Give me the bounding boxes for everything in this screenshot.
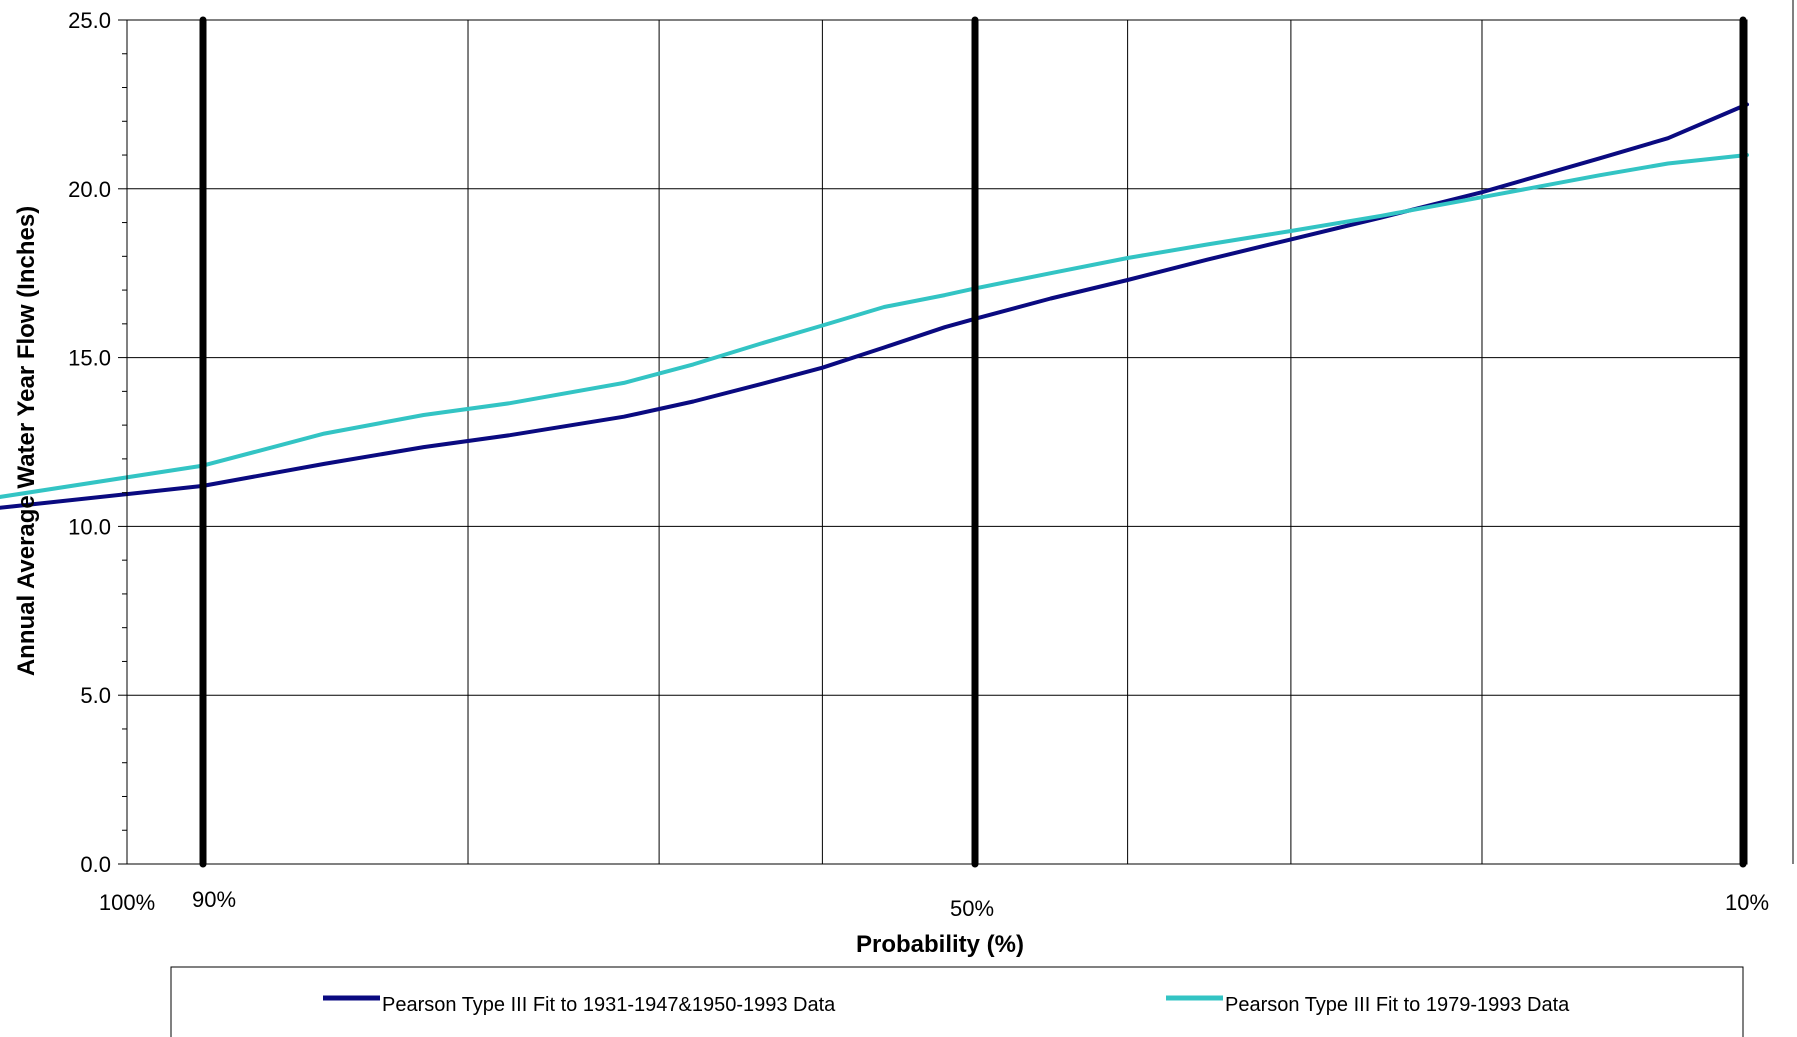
series-line-2 [0, 153, 1749, 499]
x-tick-label: 90% [192, 887, 236, 912]
y-tick-label: 5.0 [80, 683, 111, 708]
legend-label-2: Pearson Type III Fit to 1979-1993 Data [1225, 994, 1570, 1016]
y-axis-title: Annual Average Water Year Flow (Inches) [13, 206, 40, 676]
x-tick-label: 10% [1725, 890, 1769, 915]
legend-label-1: Pearson Type III Fit to 1931-1947&1950-1… [382, 994, 836, 1016]
emphasized-gridlines [199, 16, 1747, 868]
legend-box [170, 966, 1744, 1037]
y-tick-label: 25.0 [68, 8, 111, 33]
y-axis-ticks: 0.0 5.0 10.0 15.0 20.0 25.0 [68, 8, 127, 877]
y-tick-label: 15.0 [68, 346, 111, 371]
x-axis-title: Probability (%) [856, 931, 1024, 958]
x-axis-ticks: 100% 90% 50% 10% [99, 887, 1769, 921]
x-tick-label: 50% [950, 896, 994, 921]
series-group [0, 102, 1749, 510]
y-tick-label: 20.0 [68, 177, 111, 202]
x-tick-label: 100% [99, 890, 155, 915]
plot-area-frame [126, 19, 1748, 865]
legend: Pearson Type III Fit to 1931-1947&1950-1… [170, 966, 1744, 1037]
y-tick-label: 0.0 [80, 852, 111, 877]
y-tick-label: 10.0 [68, 514, 111, 539]
